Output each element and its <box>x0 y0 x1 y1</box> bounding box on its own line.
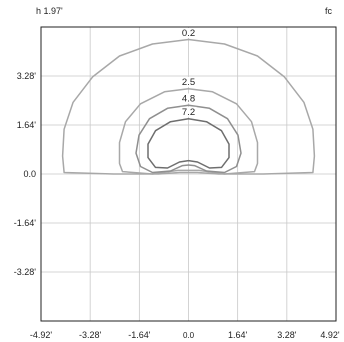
x-tick-label: -1.64' <box>128 330 151 340</box>
y-tick-label: 3.28' <box>17 71 37 81</box>
x-tick-label: 0.0 <box>183 331 195 340</box>
contour-label: 7.2 <box>182 107 195 118</box>
contour-line-7-2 <box>147 117 230 169</box>
contour-line-0-2 <box>61 38 316 175</box>
x-tick-label: 1.64' <box>228 330 248 340</box>
contour-label: 4.8 <box>182 93 195 104</box>
x-tick-label: 4.92' <box>320 330 340 340</box>
x-tick-label: -3.28' <box>79 330 102 340</box>
contour-labels: 0.2 2.5 4.8 7.2 <box>180 27 197 118</box>
contour-line-2-5 <box>118 88 259 175</box>
contour-label-backdrop <box>180 93 197 104</box>
y-tick-label: 1.64' <box>17 120 37 130</box>
x-tick-label: 3.28' <box>277 330 297 340</box>
plot-frame <box>40 26 337 322</box>
contour-label-backdrop <box>180 76 197 87</box>
contour-label: 0.2 <box>182 28 195 39</box>
contour-curves <box>61 38 316 175</box>
x-tick-label: -4.92' <box>30 330 53 340</box>
corner-label-left: h 1.97' <box>36 6 63 16</box>
contour-label-backdrop <box>180 27 197 38</box>
y-tick-label: -3.28' <box>14 267 37 277</box>
corner-label-right: fc <box>325 6 333 16</box>
contour-label: 2.5 <box>182 77 195 88</box>
y-tick-label: 0.0 <box>23 169 36 179</box>
contour-line-4-8 <box>135 104 242 174</box>
tick-labels: -4.92' -3.28' -1.64' 0.0 1.64' 3.28' 4.92' 3.28… <box>14 71 340 340</box>
y-tick-label: -1.64' <box>14 218 37 228</box>
contour-label-backdrop <box>180 106 197 117</box>
